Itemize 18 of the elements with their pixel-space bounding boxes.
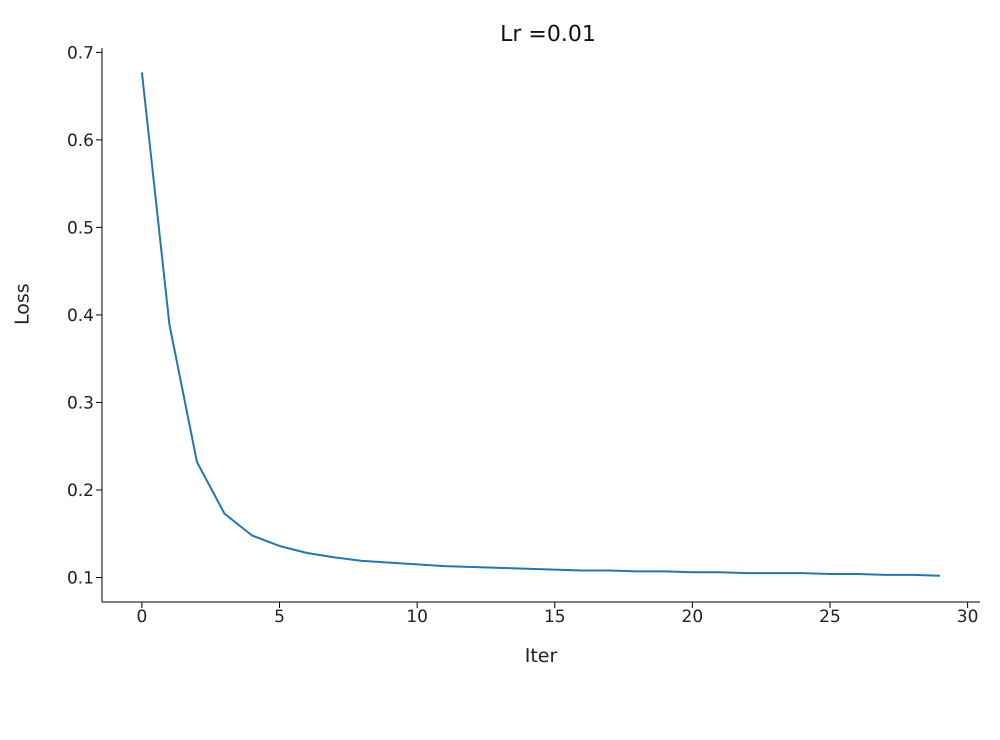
y-tick-label: 0.4 (66, 306, 94, 326)
y-tick-label: 0.5 (66, 218, 94, 238)
y-axis-title: Loss (12, 283, 34, 325)
chart-title: Lr =0.01 (499, 22, 597, 47)
y-tick-label: 0.1 (66, 568, 94, 589)
x-tick-label: 30 (956, 607, 978, 628)
x-axis-title: Iter (524, 645, 558, 667)
x-tick-label: 10 (406, 607, 428, 628)
x-tick-label: 20 (682, 607, 704, 628)
y-tick-label: 0.7 (66, 43, 94, 64)
x-tick-label: 5 (274, 607, 285, 628)
y-tick-label: 0.3 (66, 393, 94, 414)
y-tick-label: 0.2 (66, 481, 94, 502)
y-tick-label: 0.6 (66, 130, 94, 151)
x-tick-label: 0 (136, 607, 148, 628)
x-tick-label: 15 (544, 607, 566, 628)
x-tick-label: 25 (819, 607, 841, 628)
line-series (140, 72, 942, 577)
